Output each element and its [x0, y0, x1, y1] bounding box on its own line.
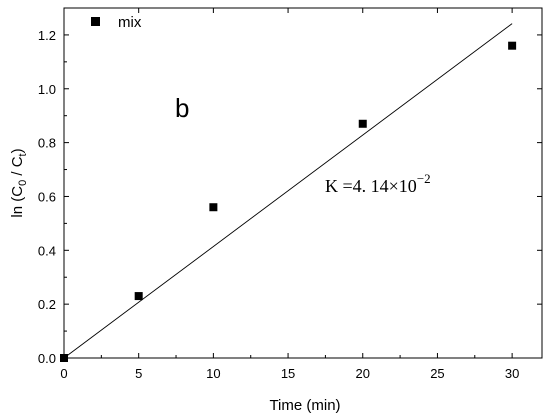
rate-constant-annotation: K =4. 14×10−2	[325, 171, 431, 196]
x-tick-label: 15	[281, 366, 295, 381]
legend-label: mix	[118, 14, 142, 31]
x-tick-label: 10	[206, 366, 220, 381]
y-tick-label: 0.4	[38, 243, 56, 258]
panel-label: b	[175, 93, 189, 123]
axis-ticks	[63, 7, 542, 359]
y-tick-label: 1.2	[38, 28, 56, 43]
y-tick-label: 0.2	[38, 297, 56, 312]
y-tick-label: 0.0	[38, 351, 56, 366]
y-tick-labels: 0.0 0.2 0.4 0.6 0.8 1.0 1.2	[38, 28, 56, 366]
plot-frame	[63, 7, 543, 359]
x-tick-label: 0	[60, 366, 67, 381]
x-tick-label: 25	[430, 366, 444, 381]
y-tick-label: 0.8	[38, 136, 56, 151]
y-tick-label: 1.0	[38, 82, 56, 97]
linear-fit-line	[63, 23, 513, 359]
data-points	[60, 41, 517, 362]
legend-marker	[91, 17, 100, 26]
data-point-mix	[209, 203, 218, 212]
x-tick-label: 20	[356, 366, 370, 381]
data-point-mix	[358, 119, 367, 128]
y-axis-title: ln (C0 / Ct)	[9, 148, 29, 217]
data-point-mix	[60, 354, 68, 362]
x-tick-labels: 0 5 10 15 20 25 30	[60, 366, 519, 381]
y-tick-label: 0.6	[38, 189, 56, 204]
data-point-mix	[134, 292, 143, 301]
x-axis-title: Time (min)	[269, 397, 340, 414]
x-tick-label: 5	[135, 366, 142, 381]
data-point-mix	[508, 41, 517, 50]
x-tick-label: 30	[505, 366, 519, 381]
